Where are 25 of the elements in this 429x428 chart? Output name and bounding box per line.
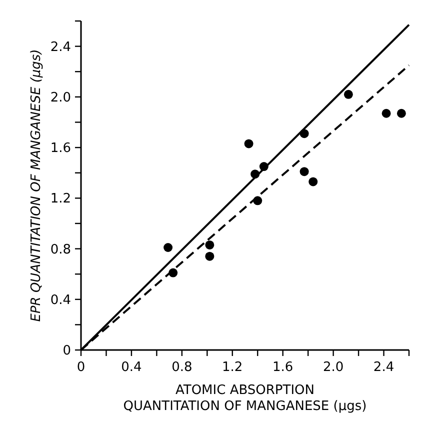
x-axis-title: ATOMIC ABSORPTION QUANTITATION OF MANGANESE (μgs) — [123, 383, 367, 414]
point — [396, 108, 406, 118]
y-tick-label: 0.8 — [50, 242, 71, 258]
y-tick-label: 1.2 — [50, 192, 71, 207]
x-tick-label: 0.4 — [121, 360, 142, 375]
y-tick-label: 0.4 — [50, 292, 71, 308]
point — [382, 108, 391, 118]
y-tick-label: 2.0 — [50, 90, 71, 106]
point — [244, 139, 254, 148]
point — [164, 243, 173, 252]
point — [205, 252, 214, 261]
x-tick-label: 1.6 — [272, 360, 294, 375]
point — [205, 240, 214, 250]
x-tick-label: 2.4 — [373, 360, 394, 375]
x-tick-label: 2.0 — [322, 360, 344, 375]
x-tick-label: 0.8 — [172, 360, 192, 375]
x-tick-label: 1.2 — [222, 360, 243, 375]
point — [308, 177, 318, 186]
point — [344, 90, 353, 99]
y-axis-title: EPR QUANTITATION OF MANGANESE (μgs) — [29, 49, 44, 322]
y-tick-label: 2.4 — [50, 40, 71, 55]
y-tick-label: 1.6 — [50, 141, 71, 156]
y-tick-label: 0 — [62, 344, 71, 358]
x-tick-label: 0 — [76, 360, 86, 375]
point — [300, 167, 309, 176]
